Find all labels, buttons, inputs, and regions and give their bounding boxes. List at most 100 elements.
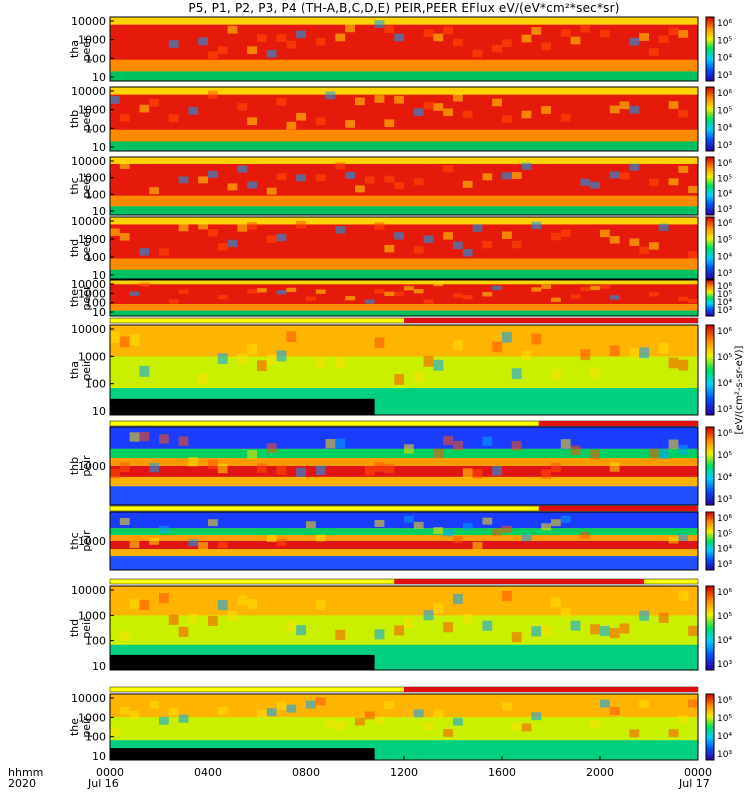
colorbar-tick-label: 10⁵ [717, 451, 732, 461]
texture-patch [296, 467, 306, 477]
texture-patch [580, 531, 591, 539]
colorbar-tick-label: 10³ [717, 405, 732, 415]
texture-patch [678, 534, 689, 541]
texture-patch [580, 178, 591, 186]
colorbar-tick-label: 10⁴ [717, 252, 732, 262]
colorbar-tick-label: 10⁵ [717, 714, 732, 724]
x-tick-label: 0000 [684, 766, 712, 779]
panel-label-probe: thb [68, 110, 81, 128]
texture-patch [168, 114, 179, 122]
texture-patch [453, 293, 463, 298]
texture-patch [149, 700, 159, 709]
texture-patch [286, 621, 297, 632]
texture-patch [345, 120, 355, 128]
y-tick-label: 10 [92, 405, 106, 418]
texture-patch [531, 333, 542, 345]
panel-frame [109, 16, 699, 82]
texture-patch [286, 287, 297, 293]
texture-patch [217, 295, 228, 300]
texture-patch [394, 625, 404, 636]
texture-patch [531, 27, 542, 35]
texture-patch [590, 181, 600, 189]
panel-label-product: peer [80, 106, 93, 132]
texture-patch [541, 523, 551, 531]
y-tick-label: 10000 [71, 323, 106, 336]
texture-patch [208, 228, 218, 237]
y-tick-label: 1000 [78, 535, 106, 548]
texture-patch [208, 51, 218, 59]
colorbar-tick-label: 10⁶ [717, 282, 732, 292]
texture-patch [502, 331, 512, 343]
texture-patch [600, 229, 610, 238]
texture-patch [110, 468, 120, 479]
texture-patch [198, 373, 208, 385]
texture-patch [462, 613, 473, 624]
texture-patch [453, 38, 463, 47]
texture-patch [629, 729, 640, 738]
colorbar [705, 426, 715, 506]
band-warm-flux [110, 458, 698, 466]
colorbar [705, 16, 715, 82]
mode-bar-red-segment [538, 506, 698, 511]
texture-patch [482, 240, 493, 249]
texture-patch [119, 233, 130, 241]
texture-patch [482, 436, 493, 446]
texture-patch [688, 251, 698, 259]
texture-patch [325, 91, 336, 100]
texture-patch [217, 243, 228, 251]
texture-patch [149, 462, 159, 473]
texture-patch [433, 709, 444, 718]
y-tick-label: 100 [85, 122, 106, 135]
texture-patch [345, 296, 355, 301]
texture-patch [502, 525, 512, 533]
texture-patch [178, 223, 189, 232]
texture-patch [678, 444, 689, 455]
texture-patch [266, 708, 277, 717]
texture-patch [580, 349, 591, 361]
y-tick-label: 1000 [78, 609, 106, 622]
texture-patch [247, 117, 257, 126]
texture-patch [139, 282, 150, 287]
texture-patch [639, 700, 649, 709]
texture-patch [629, 105, 640, 114]
texture-patch [629, 238, 640, 246]
no-data-region [110, 654, 375, 670]
texture-patch [149, 537, 159, 545]
texture-patch [159, 434, 169, 444]
texture-patch [129, 711, 140, 719]
texture-patch [560, 515, 571, 523]
texture-patch [266, 535, 277, 543]
colorbar [705, 279, 715, 317]
texture-patch [423, 101, 434, 110]
texture-patch [374, 716, 385, 725]
texture-patch [639, 610, 649, 621]
texture-patch [688, 186, 698, 194]
texture-patch [247, 222, 257, 230]
texture-patch [511, 240, 522, 249]
texture-patch [119, 113, 130, 122]
y-tick-label: 100 [85, 635, 106, 648]
texture-patch [511, 632, 522, 643]
y-tick-label: 10000 [71, 155, 106, 168]
panel-label-probe: thd [68, 619, 81, 637]
texture-patch [159, 716, 169, 725]
texture-patch [639, 246, 649, 255]
texture-patch [590, 624, 600, 635]
texture-patch [570, 445, 581, 456]
band-low-flux [110, 427, 698, 449]
texture-patch [443, 435, 453, 446]
texture-patch [443, 729, 453, 737]
texture-patch [266, 235, 277, 243]
texture-patch [188, 613, 199, 624]
texture-patch [404, 515, 414, 523]
texture-patch [188, 539, 199, 547]
texture-patch [208, 615, 218, 626]
texture-patch [306, 700, 316, 709]
texture-patch [315, 174, 326, 182]
y-tick-label: 10 [92, 205, 106, 218]
texture-patch [178, 436, 189, 446]
texture-patch [394, 182, 404, 190]
texture-patch [609, 627, 620, 639]
texture-patch [335, 721, 346, 730]
